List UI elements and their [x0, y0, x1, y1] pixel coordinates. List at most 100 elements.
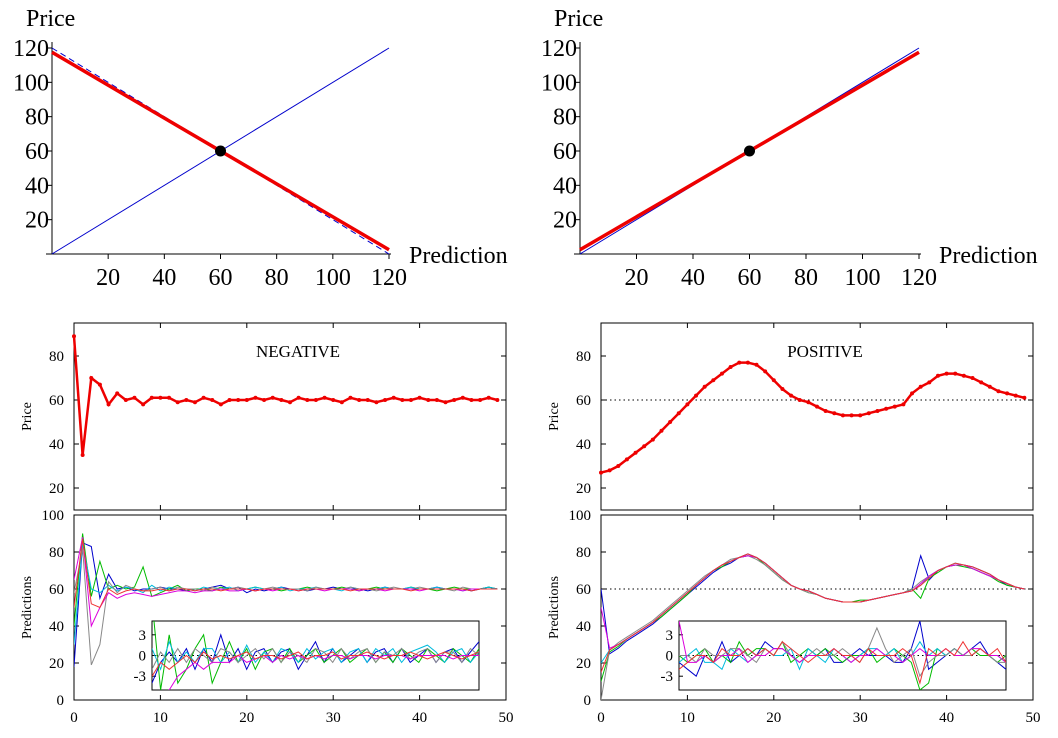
y-axis-label: Price: [26, 6, 75, 32]
y-tick-label: 20: [553, 208, 577, 234]
y-tick-label: 20: [49, 481, 64, 497]
price-panel-frame: [73, 322, 507, 511]
price-point: [789, 393, 794, 398]
price-point: [279, 398, 284, 402]
y-tick-label: 80: [576, 545, 591, 561]
x-tick-label: 40: [412, 710, 427, 726]
price-point: [89, 376, 94, 380]
price-point: [184, 398, 189, 402]
price-point: [460, 395, 465, 400]
price-point: [970, 376, 975, 380]
x-tick-label: 40: [681, 265, 705, 291]
inset-series-line: [152, 640, 479, 671]
y-tick-label: 20: [25, 208, 49, 234]
y-tick-label: 60: [553, 139, 577, 165]
inset-y-tick-label: 0: [666, 649, 674, 665]
price-point: [426, 398, 431, 402]
price-point: [434, 398, 439, 402]
inset-series-line: [679, 626, 1006, 678]
price-point: [486, 395, 491, 400]
y-tick-label: 60: [49, 393, 64, 409]
price-point: [979, 380, 984, 385]
y-tick-label: 80: [49, 349, 64, 365]
price-point: [106, 402, 111, 407]
predictions-series-group: [74, 533, 498, 667]
price-panel-frame: [600, 322, 1034, 511]
price-point: [728, 365, 733, 369]
x-tick-label: 120: [901, 265, 937, 291]
price-point: [1022, 395, 1027, 400]
x-axis-label: Prediction: [939, 243, 1038, 269]
price-point: [961, 373, 966, 378]
y-axis-label: Price: [554, 6, 603, 32]
price-point: [892, 404, 897, 409]
y-tick-label: 40: [576, 437, 591, 453]
prediction-series-line: [74, 533, 498, 627]
price-point: [935, 373, 940, 378]
y-tick-label: 40: [49, 619, 64, 635]
y-tick-label: 60: [49, 582, 64, 598]
price-point: [244, 398, 249, 402]
price-point: [331, 398, 336, 402]
price-point: [858, 413, 863, 418]
inset-y-tick-label: -3: [661, 669, 674, 685]
panel-title: NEGATIVE: [256, 342, 340, 361]
price-point: [391, 395, 396, 400]
x-tick-label: 80: [265, 265, 289, 291]
price-point: [927, 380, 932, 385]
y-axis-label: Predictions: [547, 576, 562, 639]
price-point: [633, 450, 638, 455]
y-tick-label: 40: [553, 173, 577, 199]
price-point: [400, 398, 405, 402]
y-tick-label: 100: [541, 70, 577, 96]
price-point: [210, 398, 215, 402]
x-tick-label: 20: [239, 710, 254, 726]
price-point: [599, 470, 603, 475]
price-point: [754, 362, 759, 367]
prediction-series-line: [74, 537, 498, 628]
x-tick-label: 0: [70, 710, 78, 726]
price-point: [823, 409, 828, 413]
price-point: [987, 384, 992, 389]
price-point: [322, 395, 327, 400]
y-tick-label: 60: [576, 393, 591, 409]
price-point: [296, 395, 301, 400]
price-point: [469, 398, 474, 402]
y-axis-label: Predictions: [20, 576, 35, 639]
price-point: [659, 428, 664, 433]
series-line: [51, 47, 390, 255]
x-tick-label: 10: [680, 710, 695, 726]
x-tick-label: 20: [625, 265, 649, 291]
prediction-series-line: [74, 538, 498, 609]
x-tick-label: 50: [1026, 710, 1041, 726]
price-point: [953, 371, 958, 376]
price-point: [357, 398, 362, 402]
x-tick-label: 10: [153, 710, 168, 726]
price-point: [288, 400, 292, 405]
inset-y-tick-label: 3: [666, 628, 674, 644]
x-tick-label: 60: [738, 265, 762, 291]
x-tick-label: 40: [152, 265, 176, 291]
price-point: [175, 400, 180, 405]
price-point: [866, 411, 871, 416]
price-point: [383, 398, 388, 402]
price-point: [158, 395, 163, 400]
panel-title: POSITIVE: [787, 342, 863, 361]
price-point: [115, 391, 120, 396]
price-point: [918, 384, 923, 389]
y-axis-label: Price: [20, 402, 35, 431]
x-tick-label: 20: [96, 265, 120, 291]
x-tick-label: 80: [794, 265, 818, 291]
price-point: [668, 420, 673, 424]
price-point: [149, 395, 154, 400]
price-point: [270, 395, 275, 400]
price-point: [443, 400, 448, 405]
x-tick-label: 100: [845, 265, 881, 291]
price-point: [313, 398, 318, 402]
y-tick-label: 40: [49, 437, 64, 453]
inset-y-tick-label: -3: [134, 669, 147, 685]
y-tick-label: 40: [25, 173, 49, 199]
price-point: [495, 398, 500, 402]
price-point: [305, 398, 310, 402]
